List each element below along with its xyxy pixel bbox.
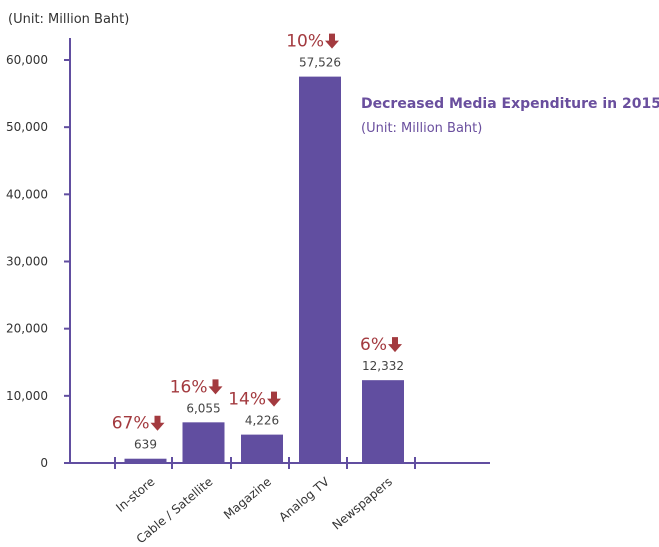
y-tick-label: 10,000 bbox=[6, 389, 48, 403]
bar bbox=[124, 458, 167, 463]
chart-title: Decreased Media Expenditure in 2015 bbox=[361, 96, 659, 112]
percent-change-label: 67% bbox=[112, 414, 150, 434]
percent-change-label: 10% bbox=[286, 32, 324, 52]
percent-change-label: 14% bbox=[228, 390, 266, 410]
down-arrow-icon bbox=[267, 391, 281, 407]
bar-value-label: 4,226 bbox=[245, 414, 279, 428]
y-tick-label: 20,000 bbox=[6, 322, 48, 336]
bar bbox=[182, 422, 225, 463]
bar bbox=[362, 380, 404, 463]
down-arrow-icon bbox=[388, 337, 402, 353]
down-arrow-icon bbox=[150, 415, 165, 431]
bar-value-label: 57,526 bbox=[299, 56, 341, 70]
x-category-label: Magazine bbox=[221, 475, 274, 523]
y-tick-label: 40,000 bbox=[6, 187, 48, 201]
percent-change-label: 16% bbox=[170, 377, 208, 397]
x-category-label: Newspapers bbox=[330, 475, 395, 533]
chart-unit-note: (Unit: Million Baht) bbox=[361, 121, 483, 136]
y-tick-label: 50,000 bbox=[6, 120, 48, 134]
y-tick-label: 0 bbox=[40, 456, 48, 470]
y-unit-label: (Unit: Million Baht) bbox=[8, 12, 130, 27]
bar bbox=[299, 76, 341, 463]
y-tick-label: 60,000 bbox=[6, 53, 48, 67]
x-category-label: Analog TV bbox=[276, 474, 332, 524]
bar-value-label: 639 bbox=[134, 438, 157, 452]
percent-change-label: 6% bbox=[360, 335, 387, 355]
bar-value-label: 12,332 bbox=[362, 359, 404, 373]
x-category-label: In-store bbox=[113, 475, 157, 515]
y-tick-label: 30,000 bbox=[6, 255, 48, 269]
bar bbox=[241, 434, 283, 463]
down-arrow-icon bbox=[325, 33, 339, 49]
down-arrow-icon bbox=[208, 379, 223, 395]
bar-value-label: 6,055 bbox=[186, 401, 220, 415]
